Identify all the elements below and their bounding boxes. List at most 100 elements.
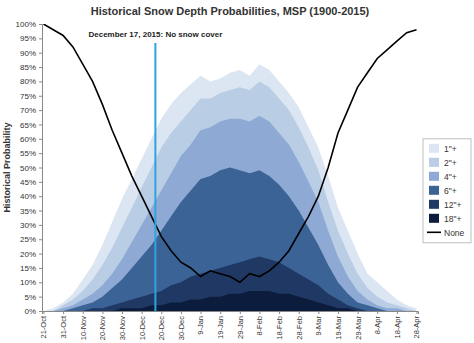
tick-mark xyxy=(83,311,84,314)
tick-mark xyxy=(39,110,42,111)
tick-mark xyxy=(39,196,42,197)
tick-label: 29-Mar xyxy=(354,316,363,340)
area xyxy=(43,291,416,311)
annotation-text: December 17, 2015: No snow cover xyxy=(88,30,222,39)
tick-mark xyxy=(39,225,42,226)
tick: 21-Oct xyxy=(39,311,48,339)
tick-mark xyxy=(39,38,42,39)
legend-swatch xyxy=(429,172,439,181)
legend-item: 2"+ xyxy=(429,158,457,168)
tick: 28-Apr xyxy=(412,311,421,339)
annotation-line xyxy=(154,43,156,311)
tick-mark xyxy=(63,311,64,314)
tick: 9-Jan xyxy=(196,311,205,335)
tick-label: 85% xyxy=(20,63,36,72)
tick-label: 100% xyxy=(16,20,36,29)
tick-mark xyxy=(142,311,143,314)
legend-item: 6"+ xyxy=(429,186,457,196)
tick: 8-Feb xyxy=(255,311,264,336)
tick-label: 20-Dec xyxy=(157,316,166,340)
tick: 8-Apr xyxy=(373,311,382,334)
area xyxy=(43,64,416,311)
tick-mark xyxy=(39,268,42,269)
tick-label: 25% xyxy=(20,235,36,244)
tick: 25% xyxy=(20,235,42,244)
tick: 45% xyxy=(20,178,42,187)
legend-item: 18"+ xyxy=(429,214,461,224)
tick-mark xyxy=(39,139,42,140)
tick-label: 20% xyxy=(20,250,36,259)
legend-label: 4"+ xyxy=(444,172,457,182)
tick-label: 60% xyxy=(20,135,36,144)
tick-label: 90% xyxy=(20,49,36,58)
tick-label: 9-Mar xyxy=(314,316,323,336)
tick-mark xyxy=(122,311,123,314)
legend-label: 1"+ xyxy=(444,144,457,154)
legend-swatch xyxy=(429,158,439,167)
tick: 75% xyxy=(20,92,42,101)
tick: 95% xyxy=(20,34,42,43)
tick-mark xyxy=(43,311,44,314)
tick-label: 70% xyxy=(20,106,36,115)
tick-label: 55% xyxy=(20,149,36,158)
tick-label: 18-Apr xyxy=(393,316,402,339)
legend-swatch xyxy=(429,186,439,195)
tick-mark xyxy=(39,282,42,283)
chart: 21-Oct31-Oct10-Nov20-Nov30-Nov10-Dec20-D… xyxy=(0,0,474,343)
tick-label: 10-Dec xyxy=(138,316,147,340)
tick: 40% xyxy=(20,192,42,201)
tick: 31-Oct xyxy=(59,311,68,339)
tick-mark xyxy=(299,311,300,314)
area xyxy=(43,168,416,312)
tick-label: 8-Apr xyxy=(373,316,382,335)
tick: 19-Jan xyxy=(216,311,225,339)
tick-label: 28-Apr xyxy=(412,316,421,339)
plot: 21-Oct31-Oct10-Nov20-Nov30-Nov10-Dec20-D… xyxy=(16,20,422,340)
tick-label: 35% xyxy=(20,207,36,216)
tick: 90% xyxy=(20,49,42,58)
tick-mark xyxy=(161,311,162,314)
tick-mark xyxy=(39,297,42,298)
legend-label: 18"+ xyxy=(444,214,461,224)
tick-mark xyxy=(102,311,103,314)
tick: 10% xyxy=(20,278,42,287)
tick-mark xyxy=(417,311,418,314)
tick: 65% xyxy=(20,121,42,130)
tick: 18-Apr xyxy=(393,311,402,339)
tick-mark xyxy=(39,81,42,82)
tick: 15% xyxy=(20,264,42,273)
area xyxy=(43,116,416,311)
tick-label: 28-Feb xyxy=(295,316,304,340)
tick-mark xyxy=(397,311,398,314)
tick-label: 19-Mar xyxy=(334,316,343,340)
tick-mark xyxy=(318,311,319,314)
tick-mark xyxy=(39,24,42,25)
tick-label: 45% xyxy=(20,178,36,187)
tick-label: 80% xyxy=(20,77,36,86)
tick: 18-Feb xyxy=(275,311,284,340)
tick-label: 65% xyxy=(20,121,36,130)
tick-label: 8-Feb xyxy=(255,316,264,336)
tick: 20-Dec xyxy=(157,311,166,340)
tick-mark xyxy=(201,311,202,314)
tick-label: 15% xyxy=(20,264,36,273)
legend-label: None xyxy=(444,228,465,238)
tick: 9-Mar xyxy=(314,311,323,336)
legend-box xyxy=(423,139,471,243)
legend-item: 12"+ xyxy=(429,200,461,210)
tick: 29-Jan xyxy=(236,311,245,339)
tick: 20-Nov xyxy=(98,311,107,340)
tick: 10-Nov xyxy=(79,311,88,340)
tick-mark xyxy=(377,311,378,314)
area xyxy=(43,256,416,311)
tick-label: 95% xyxy=(20,34,36,43)
tick-label: 30% xyxy=(20,221,36,230)
tick-mark xyxy=(39,53,42,54)
tick: 5% xyxy=(24,293,42,302)
tick: 50% xyxy=(20,164,42,173)
tick-label: 31-Oct xyxy=(59,315,68,338)
legend-item: None xyxy=(427,228,465,238)
tick-mark xyxy=(39,168,42,169)
tick: 35% xyxy=(20,207,42,216)
tick-mark xyxy=(39,67,42,68)
